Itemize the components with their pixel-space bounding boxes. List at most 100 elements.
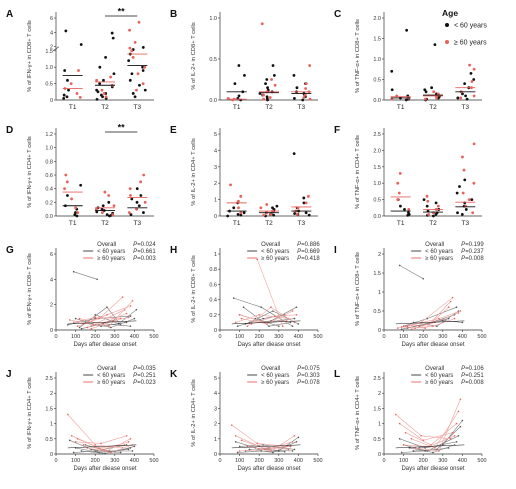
point-young xyxy=(390,88,394,92)
point-old xyxy=(76,438,79,440)
point-young xyxy=(131,450,134,452)
point-old xyxy=(246,325,249,328)
point-young xyxy=(295,441,298,443)
point-old xyxy=(260,22,264,26)
point-young xyxy=(264,82,267,85)
y-axis-label: % of TNF-α+ in CD4+ T cells xyxy=(355,135,361,209)
point-young xyxy=(96,278,98,281)
point-young xyxy=(398,438,401,440)
y-axis-label: % of IFN-γ+ in CD4+ T cells xyxy=(27,377,33,449)
point-young xyxy=(422,277,425,280)
point-young xyxy=(455,441,458,443)
y-tick-label: 4 xyxy=(50,30,53,36)
trajectory-young xyxy=(73,271,98,280)
overall-trend-line xyxy=(67,320,137,325)
point-old xyxy=(396,327,399,329)
y-tick-label: 1.5 xyxy=(373,406,381,412)
point-old xyxy=(70,197,73,201)
point-young xyxy=(278,450,280,452)
point-young xyxy=(64,29,68,33)
y-tick-label: 0.5 xyxy=(373,198,381,204)
point-young xyxy=(95,88,99,92)
overall-trend-line xyxy=(67,444,137,449)
p-value: 0.251 xyxy=(469,373,485,379)
line-legend-pvalue: P=0.251 xyxy=(133,373,156,379)
line-legend-pvalue: P=0.008 xyxy=(461,380,484,386)
point-old xyxy=(230,424,233,426)
trajectory-young xyxy=(81,323,131,329)
point-young xyxy=(135,187,139,191)
category-label: T2 xyxy=(429,220,437,227)
point-young xyxy=(133,317,136,320)
point-old xyxy=(135,207,138,211)
point-old xyxy=(250,323,253,325)
point-old xyxy=(414,447,417,449)
point-young xyxy=(461,92,464,96)
category-label: T3 xyxy=(134,220,142,227)
point-young xyxy=(297,323,300,325)
point-young xyxy=(99,93,103,97)
point-old xyxy=(270,450,272,452)
p-letter: P= xyxy=(461,249,469,255)
p-value: 0.106 xyxy=(469,366,485,372)
point-old xyxy=(74,441,77,443)
x-axis-label: Days after diease onset xyxy=(73,342,136,348)
point-old xyxy=(306,194,310,198)
y-axis-label: % of IFN-γ+ in CD8+ T cells xyxy=(27,253,33,325)
panel-j: J % of IFN-γ+ in CD4+ T cells 0 0.5 1 1.5 2 2.5… xyxy=(6,366,159,472)
point-old xyxy=(139,180,143,184)
p-letter: P= xyxy=(133,242,141,248)
point-old xyxy=(239,211,243,215)
point-young xyxy=(293,212,296,215)
category-label: T1 xyxy=(397,220,405,227)
point-old xyxy=(303,93,307,97)
y-tick-label: 0.8 xyxy=(209,267,217,273)
point-young xyxy=(472,78,476,81)
trajectory-old xyxy=(256,259,283,327)
point-young xyxy=(400,328,403,331)
point-old xyxy=(240,317,243,320)
point-old xyxy=(229,183,232,187)
x-tick-label: 0 xyxy=(382,458,385,464)
point-old xyxy=(426,199,430,203)
point-old xyxy=(461,191,465,195)
point-old xyxy=(128,28,131,32)
point-young xyxy=(98,82,102,85)
point-young xyxy=(238,445,241,448)
point-old xyxy=(111,213,115,217)
line-legend-pvalue: P=0.886 xyxy=(297,242,320,248)
x-tick-label: 300 xyxy=(438,334,447,340)
y-tick-label: 0.6 xyxy=(209,282,217,288)
x-tick-label: 500 xyxy=(149,458,158,464)
point-old xyxy=(107,194,111,197)
point-old xyxy=(239,194,243,198)
y-tick-label: 1.5 xyxy=(373,165,381,171)
p-letter: P= xyxy=(461,366,469,372)
panel-letter: C xyxy=(334,9,341,20)
p-value: 0.008 xyxy=(469,256,485,262)
x-tick-label: 400 xyxy=(458,334,467,340)
line-legend-label: Overall xyxy=(97,366,116,372)
point-young xyxy=(292,152,296,156)
point-old xyxy=(70,434,73,437)
point-old xyxy=(455,422,458,425)
y-tick-label: 0.2 xyxy=(209,313,217,319)
line-legend-pvalue: P=0.024 xyxy=(133,242,156,248)
line-legend-pvalue: P=0.669 xyxy=(297,249,320,255)
point-young xyxy=(456,211,459,215)
x-tick-label: 400 xyxy=(294,458,303,464)
point-old xyxy=(447,306,450,309)
point-old xyxy=(293,321,296,324)
point-young xyxy=(65,95,69,99)
point-young xyxy=(95,97,99,101)
y-tick-label: 1.0 xyxy=(209,16,217,22)
point-young xyxy=(272,74,276,77)
point-young xyxy=(459,425,462,428)
point-old xyxy=(129,438,132,440)
point-old xyxy=(302,96,306,99)
point-old xyxy=(453,317,456,320)
point-young xyxy=(271,64,275,67)
panel-letter: H xyxy=(170,245,177,256)
p-letter: P= xyxy=(297,373,305,379)
